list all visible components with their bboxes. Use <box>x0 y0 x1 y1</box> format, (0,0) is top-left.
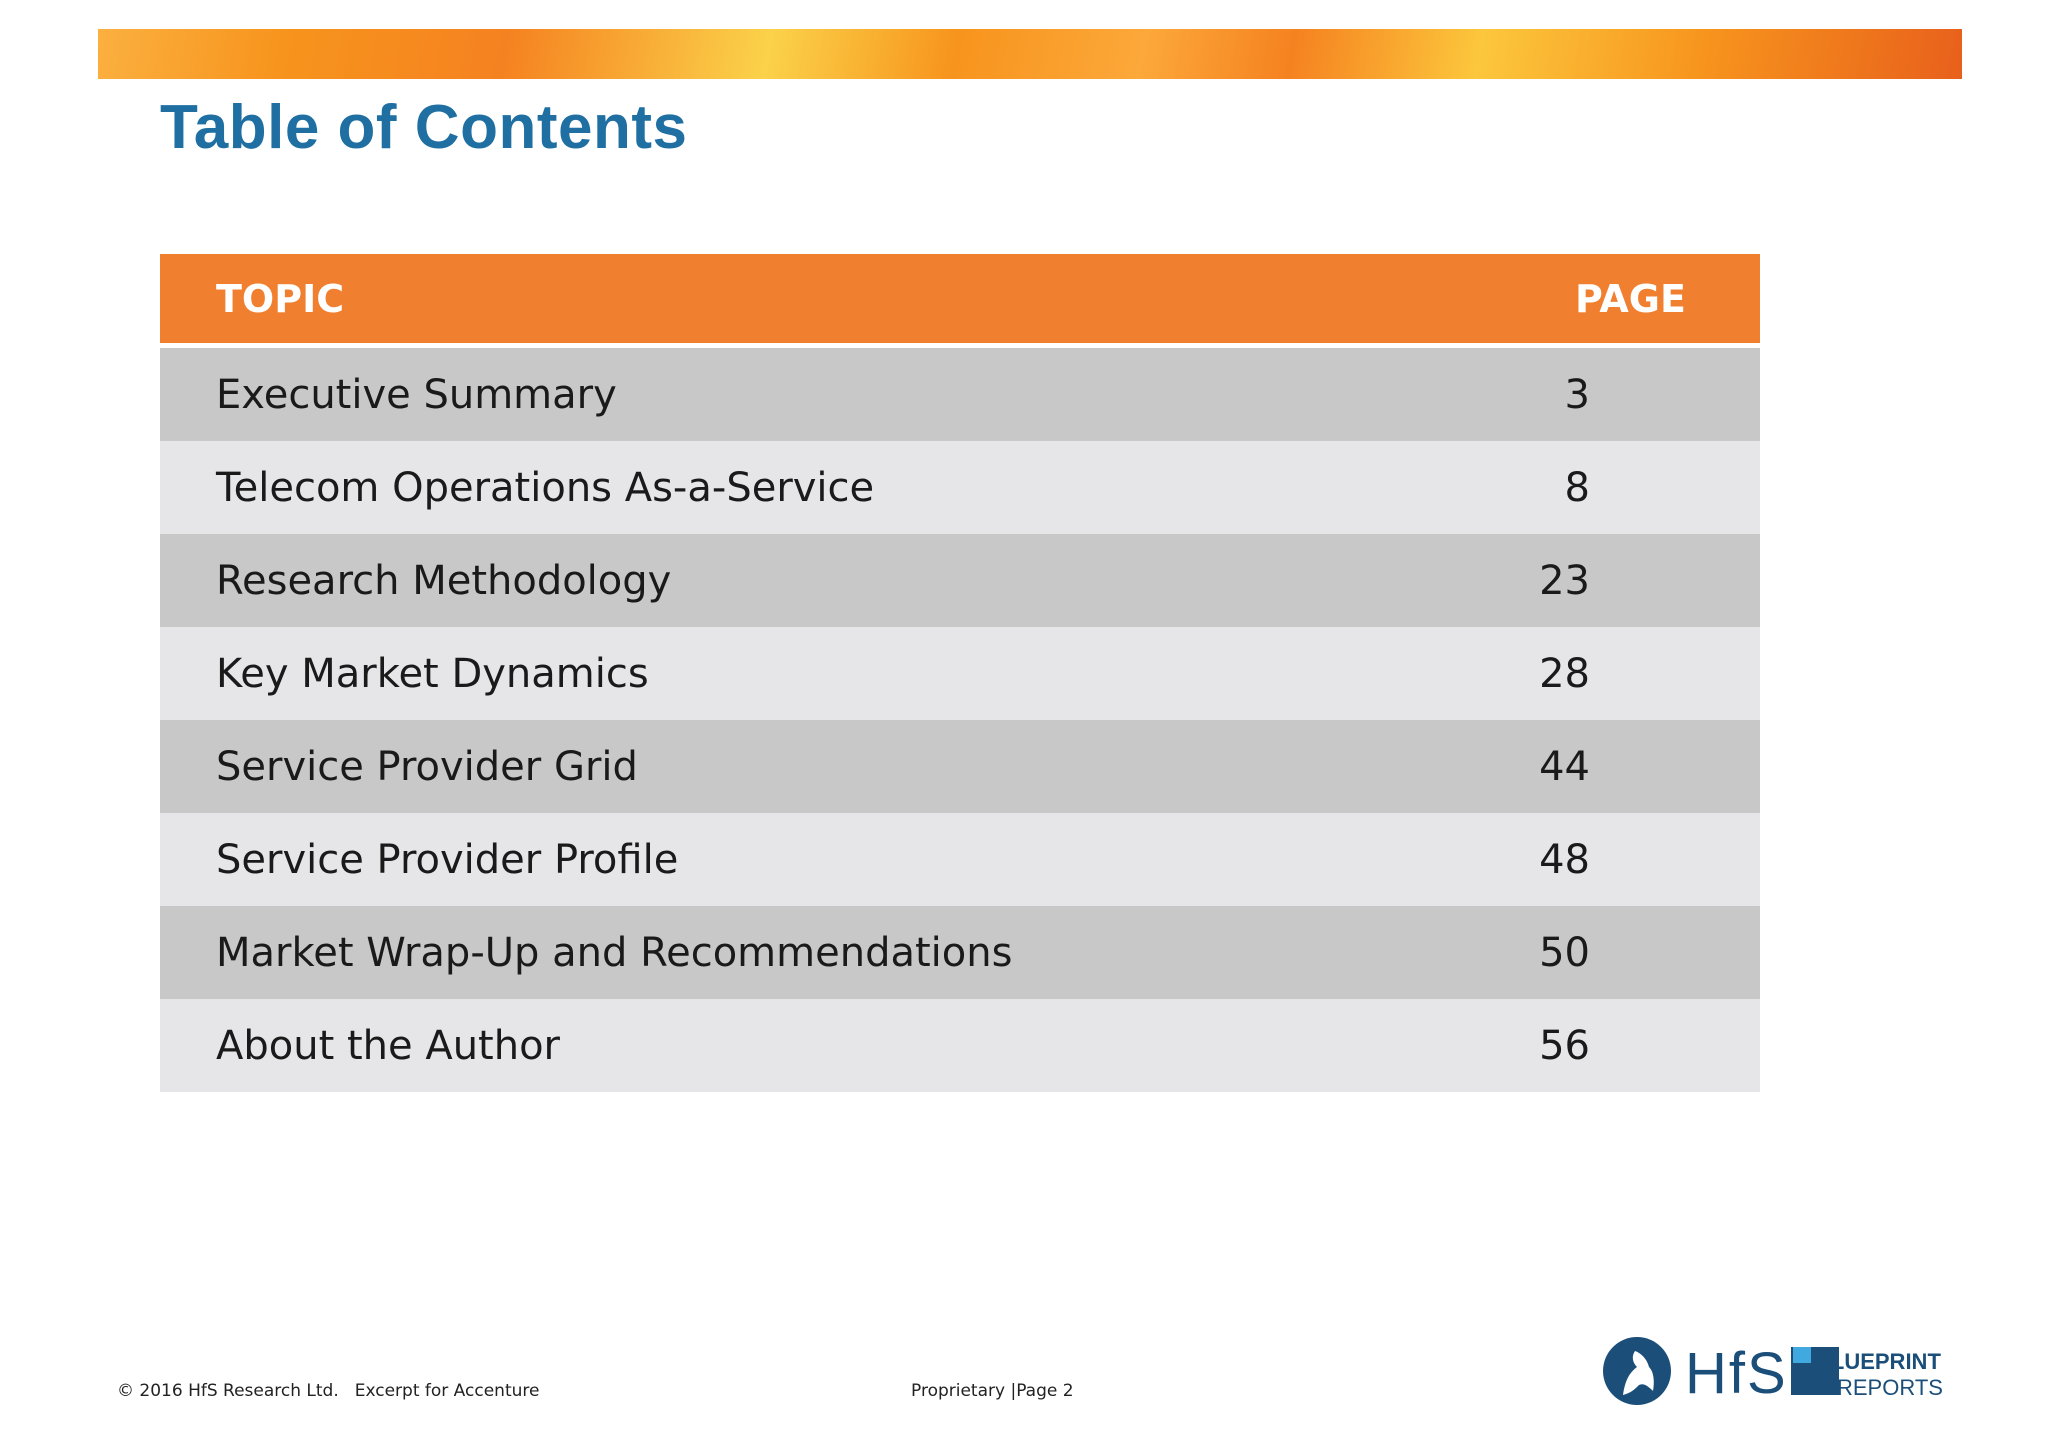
toc-page: 3 <box>1564 371 1590 418</box>
header-topic: TOPIC <box>216 276 345 321</box>
header-page: PAGE <box>1575 276 1686 321</box>
toc-row[interactable]: Service Provider Profile 48 <box>160 813 1760 906</box>
toc-page: 44 <box>1539 743 1590 790</box>
toc-topic: Market Wrap-Up and Recommendations <box>216 929 1013 976</box>
toc-page: 50 <box>1539 929 1590 976</box>
toc-topic: Service Provider Profile <box>216 836 679 883</box>
toc-topic: Key Market Dynamics <box>216 650 649 697</box>
toc-row[interactable]: Executive Summary 3 <box>160 348 1760 441</box>
toc-page: 23 <box>1539 557 1590 604</box>
toc-row[interactable]: Research Methodology 23 <box>160 534 1760 627</box>
toc-row[interactable]: Service Provider Grid 44 <box>160 720 1760 813</box>
toc-row[interactable]: Key Market Dynamics 28 <box>160 627 1760 720</box>
toc-row[interactable]: Telecom Operations As-a-Service 8 <box>160 441 1760 534</box>
toc-page: 56 <box>1539 1022 1590 1069</box>
toc-topic: Research Methodology <box>216 557 672 604</box>
toc-topic: Telecom Operations As-a-Service <box>216 464 875 511</box>
excerpt-text: Excerpt for Accenture <box>354 1381 540 1401</box>
toc-page: 48 <box>1539 836 1590 883</box>
toc-topic: About the Author <box>216 1022 561 1069</box>
toc-page: 28 <box>1539 650 1590 697</box>
hfs-blueprint-logo: HfS BLUEPRINT REPORTS <box>1603 1337 1943 1406</box>
logo-product-line2: REPORTS <box>1837 1375 1943 1400</box>
logo-brand: HfS <box>1685 1341 1788 1406</box>
toc-row[interactable]: Market Wrap-Up and Recommendations 50 <box>160 906 1760 999</box>
top-banner <box>98 29 1962 79</box>
copyright-text: © 2016 HfS Research Ltd. <box>117 1381 339 1401</box>
footer-copyright: © 2016 HfS Research Ltd. Excerpt for Acce… <box>117 1381 539 1401</box>
toc-header-row: TOPIC PAGE <box>160 254 1760 348</box>
footer-page-number: Proprietary |Page 2 <box>911 1381 1074 1401</box>
logo-product-line1: BLUEPRINT <box>1815 1349 1941 1374</box>
page-title: Table of Contents <box>160 93 688 162</box>
toc-topic: Service Provider Grid <box>216 743 638 790</box>
toc-page: 8 <box>1564 464 1590 511</box>
toc-table: TOPIC PAGE Executive Summary 3 Telecom O… <box>160 254 1760 1092</box>
toc-topic: Executive Summary <box>216 371 617 418</box>
toc-row[interactable]: About the Author 56 <box>160 999 1760 1092</box>
